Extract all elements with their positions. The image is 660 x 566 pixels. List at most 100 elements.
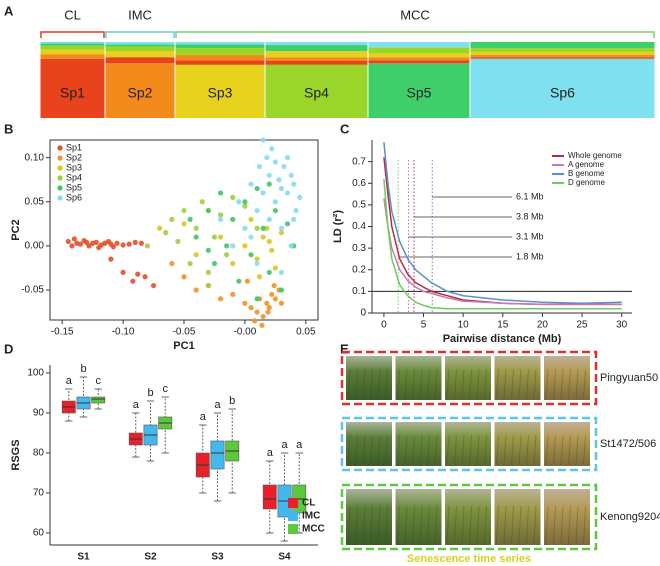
photo-texture — [568, 435, 571, 466]
point — [120, 242, 126, 248]
photo-texture — [446, 435, 450, 466]
point — [284, 155, 291, 161]
significance-letter: c — [95, 375, 101, 387]
photo-texture — [377, 369, 381, 400]
ancestry-segment — [368, 63, 470, 118]
plot-frame — [49, 139, 319, 321]
ancestry-segment — [40, 42, 105, 44]
point — [205, 269, 211, 275]
y-tick-label: 0.1 — [352, 286, 366, 297]
group-bracket-label: MCC — [400, 7, 430, 22]
ancestry-segment — [265, 64, 368, 118]
point — [193, 225, 199, 231]
ancestry-segment — [40, 43, 105, 46]
row-frame — [340, 350, 598, 406]
photo-texture — [427, 505, 430, 545]
point — [276, 177, 282, 183]
point — [93, 239, 99, 245]
photo-texture — [434, 435, 438, 466]
photo-texture — [503, 505, 507, 545]
photo-texture — [568, 369, 571, 400]
photo-texture — [503, 369, 507, 400]
photo-texture — [461, 505, 465, 545]
group-bracket-label: CL — [64, 7, 81, 22]
point — [265, 309, 271, 315]
photo-texture — [419, 435, 423, 466]
point — [266, 305, 272, 311]
ancestry-segment — [265, 45, 368, 52]
photo-texture — [412, 369, 415, 400]
photo-texture — [526, 505, 529, 545]
photo-texture — [385, 435, 388, 466]
photo-texture — [446, 369, 450, 400]
point — [269, 291, 275, 298]
x-axis-title: Pairwise distance (Mb) — [443, 333, 562, 345]
photo-texture — [511, 505, 514, 545]
legend-label: B genome — [568, 169, 605, 178]
photo-texture — [377, 435, 381, 466]
photo-texture — [434, 369, 438, 400]
point — [181, 207, 187, 214]
photo-texture — [484, 435, 487, 466]
legend-swatch — [288, 511, 298, 521]
photo-texture — [533, 505, 537, 545]
point — [236, 199, 242, 205]
photo — [445, 489, 491, 545]
photo-texture — [575, 505, 579, 545]
point — [69, 243, 75, 249]
photo-texture — [347, 369, 351, 400]
point — [278, 300, 285, 306]
x-axis-title: Senescence stage — [136, 565, 231, 566]
photo-texture — [385, 505, 388, 545]
legend-label: CL — [302, 498, 315, 509]
photo-texture — [526, 435, 529, 466]
point — [278, 185, 285, 192]
significance-letter: a — [267, 447, 274, 459]
photo — [445, 356, 491, 400]
y-tick-label: 0.7 — [352, 156, 366, 167]
point — [278, 230, 285, 236]
box — [210, 440, 225, 470]
point — [254, 309, 260, 315]
group-label: Sp5 — [407, 85, 432, 101]
ancestry-segment — [470, 58, 655, 118]
point — [264, 155, 270, 161]
ancestry-segment — [175, 64, 265, 118]
y-tick-label: 0.4 — [352, 221, 366, 232]
point — [110, 244, 116, 250]
point — [248, 252, 254, 258]
ancestry-segment — [368, 57, 470, 61]
point — [193, 252, 199, 258]
y-tick-label: 0 — [360, 308, 366, 319]
point — [132, 239, 138, 245]
photo-texture — [461, 369, 465, 400]
photo-texture — [469, 369, 472, 400]
significance-letter: b — [80, 363, 86, 375]
photo — [346, 422, 392, 466]
point — [248, 216, 254, 223]
ancestry-segment — [105, 42, 175, 45]
photo-texture — [404, 369, 408, 400]
x-tick-label: 10 — [458, 320, 470, 331]
point — [288, 243, 294, 249]
photo-texture — [404, 505, 408, 545]
panel-letter: A — [4, 3, 14, 18]
legend-label: MCC — [302, 524, 325, 535]
ancestry-segment — [265, 61, 368, 65]
point — [144, 243, 151, 249]
point — [291, 181, 297, 187]
ancestry-segment — [105, 57, 175, 64]
photo-texture — [446, 505, 450, 545]
point — [260, 137, 266, 143]
y-tick-label: 0.5 — [352, 200, 366, 211]
point — [288, 172, 294, 178]
legend-label: D genome — [568, 178, 605, 187]
legend-label: Sp1 — [66, 142, 82, 152]
ancestry-segment — [265, 42, 368, 46]
significance-letter: a — [296, 439, 303, 451]
photo-texture — [533, 369, 537, 400]
point — [199, 199, 205, 205]
photo-texture — [545, 435, 549, 466]
x-tick-label: S4 — [278, 552, 291, 563]
ancestry-segment — [470, 42, 655, 49]
